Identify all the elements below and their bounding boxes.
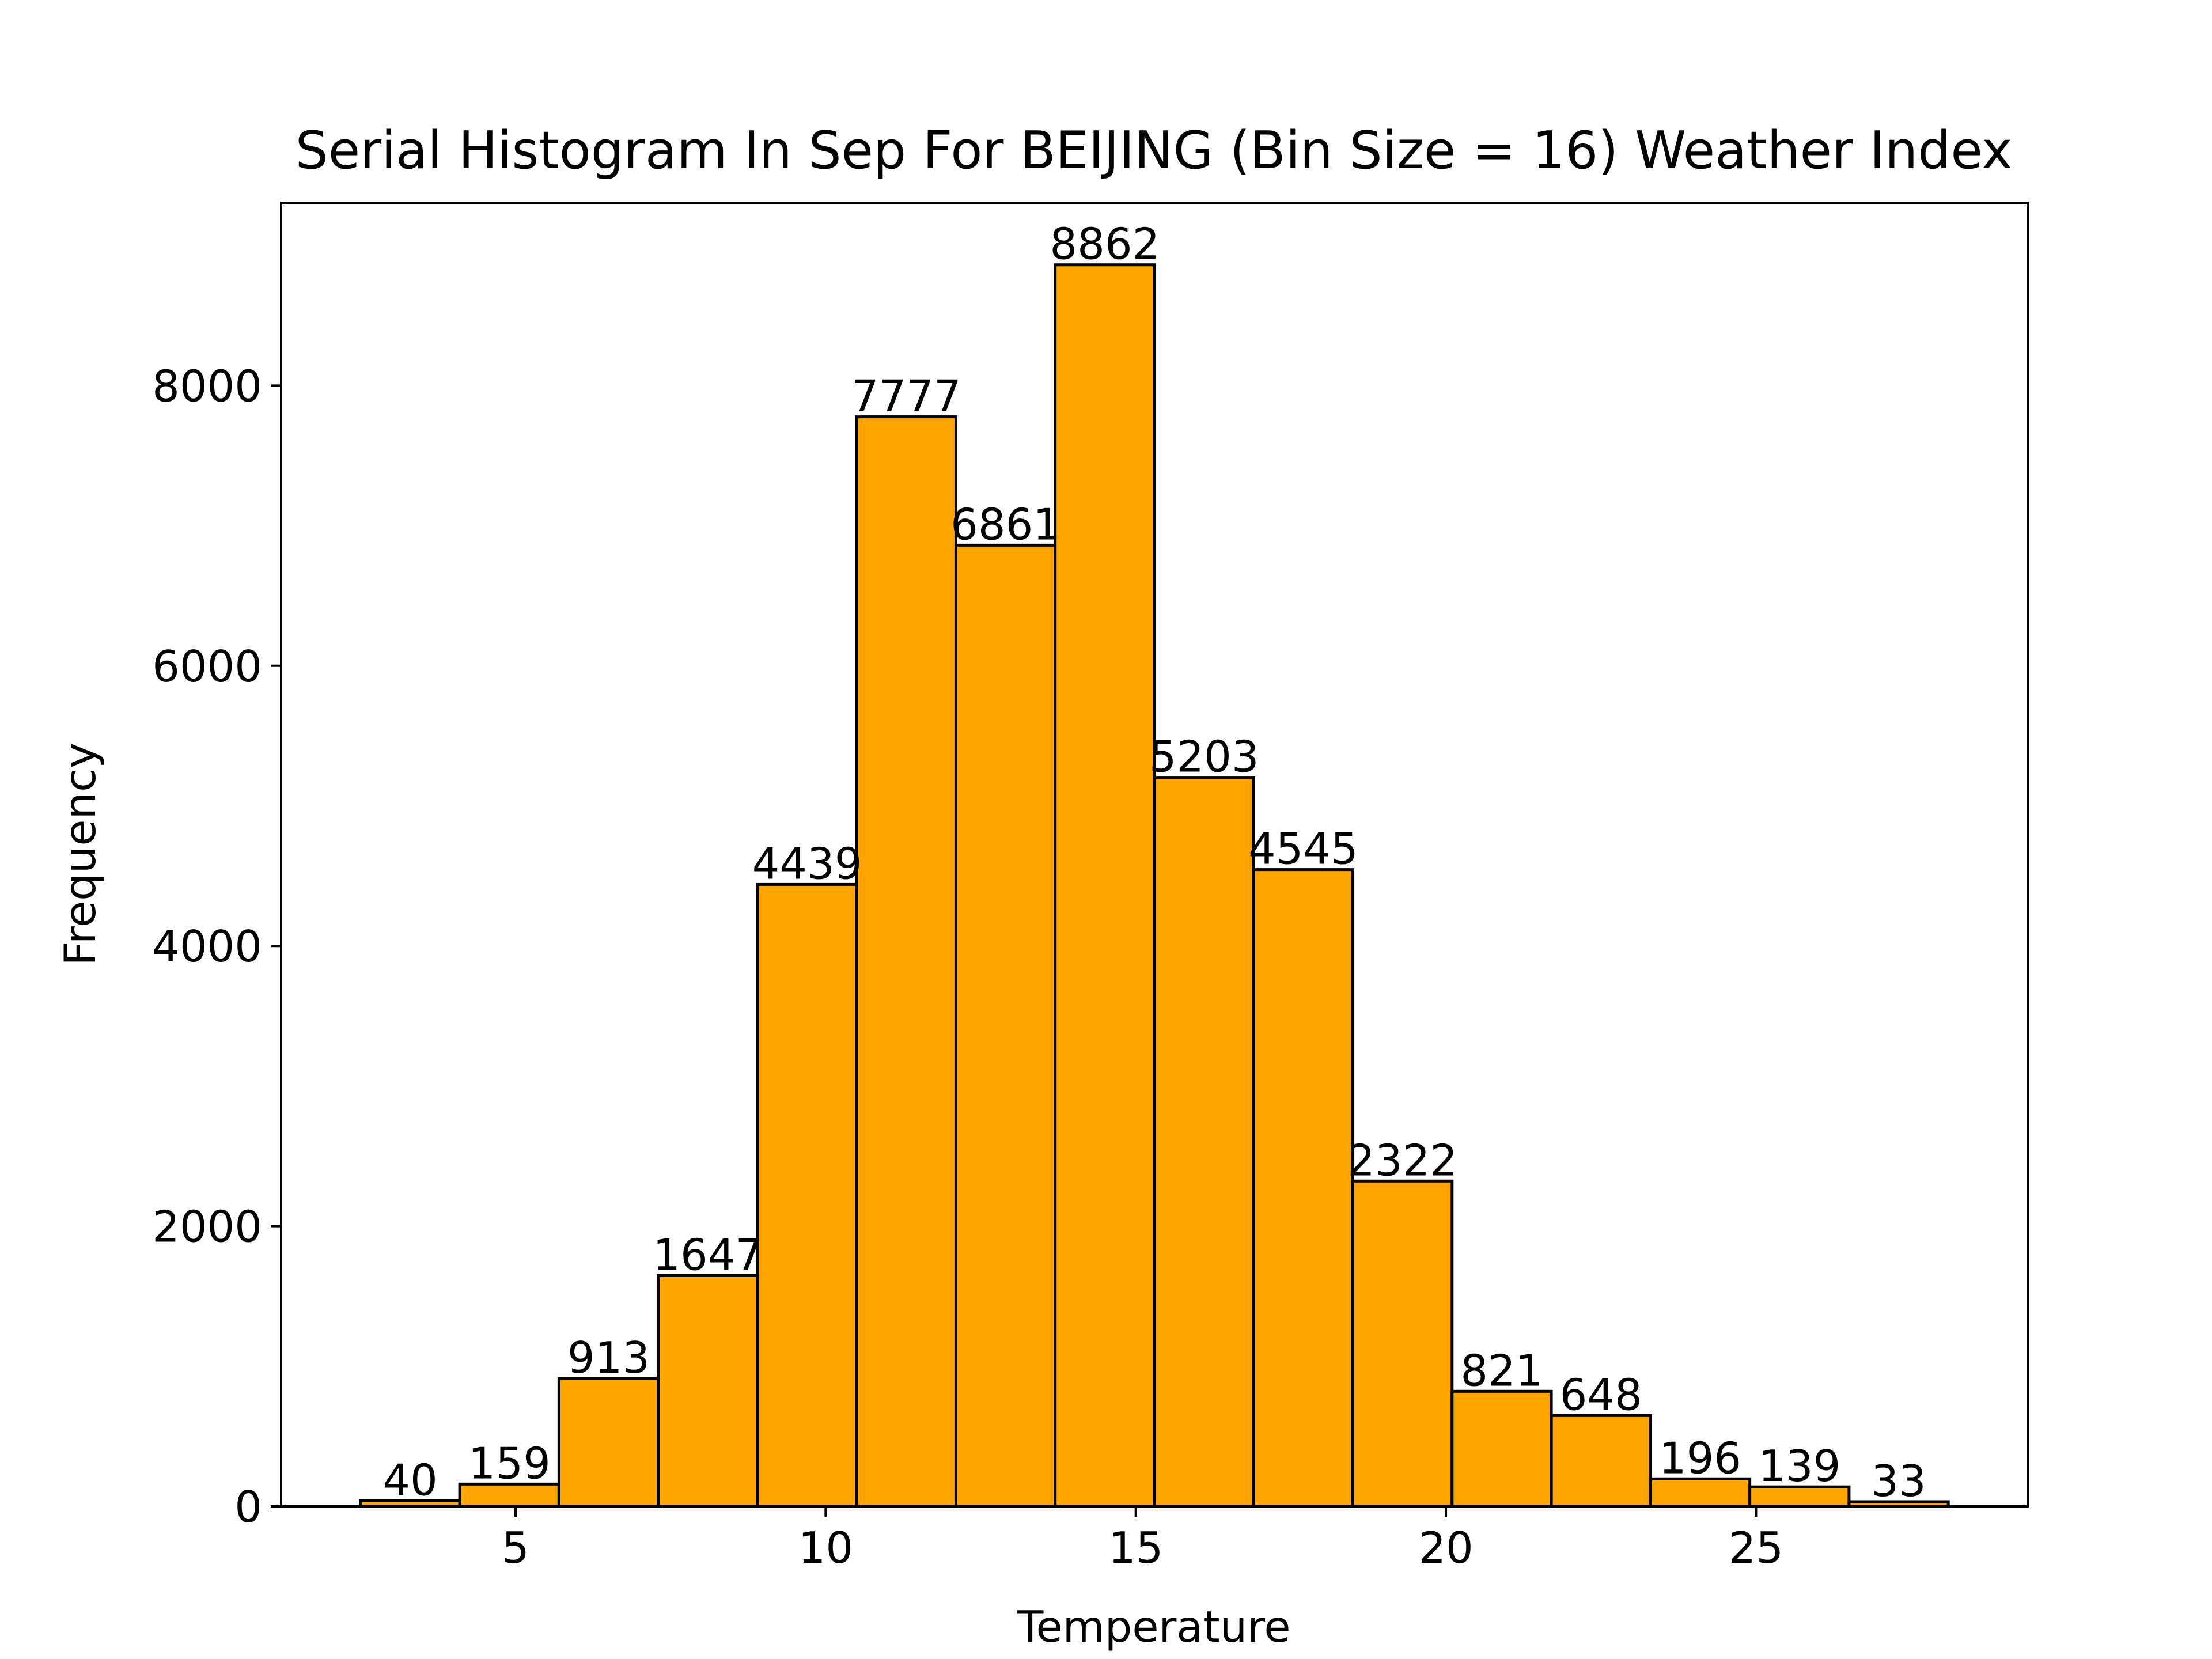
bar-value-label: 821 bbox=[1460, 1345, 1543, 1396]
y-tick-label: 0 bbox=[234, 1482, 262, 1532]
histogram-bar bbox=[855, 415, 957, 1508]
x-tick-label: 25 bbox=[1729, 1522, 1783, 1573]
bar-value-label: 4545 bbox=[1248, 824, 1358, 874]
plot-area-frame bbox=[280, 202, 2029, 1508]
bar-value-label: 33 bbox=[1871, 1456, 1926, 1506]
histogram-bar bbox=[1252, 868, 1355, 1508]
x-tick-label: 15 bbox=[1108, 1522, 1163, 1573]
histogram-bar bbox=[557, 1377, 660, 1508]
histogram-bar bbox=[1550, 1414, 1652, 1508]
chart-title: Serial Histogram In Sep For BEIJING (Bin… bbox=[296, 120, 2013, 181]
x-axis-ticks: 5 10 15 20 25 bbox=[502, 1506, 1783, 1573]
y-tick-label: 8000 bbox=[152, 361, 262, 411]
y-axis-label: Frequency bbox=[55, 743, 105, 965]
bar-value-label: 2322 bbox=[1347, 1135, 1457, 1185]
y-tick-label: 4000 bbox=[152, 921, 262, 972]
y-tick-label: 6000 bbox=[152, 641, 262, 692]
bar-value-label: 648 bbox=[1560, 1369, 1642, 1420]
histogram-bar bbox=[1748, 1485, 1851, 1508]
bar-value-label: 6861 bbox=[950, 499, 1060, 550]
bar-value-label: 159 bbox=[468, 1438, 551, 1488]
x-tick-label: 5 bbox=[502, 1522, 529, 1573]
bar-value-label: 5203 bbox=[1149, 732, 1259, 782]
bar-value-label: 913 bbox=[567, 1332, 650, 1383]
bars-layer bbox=[359, 263, 1950, 1508]
x-axis-label: Temperature bbox=[1016, 1601, 1290, 1652]
histogram-bar bbox=[954, 543, 1057, 1508]
bar-value-label: 8862 bbox=[1050, 219, 1160, 270]
x-tick-label: 10 bbox=[798, 1522, 853, 1573]
bar-value-label: 139 bbox=[1758, 1441, 1840, 1491]
bar-value-label: 4439 bbox=[752, 838, 862, 889]
bar-value-label: 40 bbox=[382, 1455, 437, 1505]
x-tick-label: 20 bbox=[1418, 1522, 1473, 1573]
y-tick-label: 2000 bbox=[152, 1202, 262, 1252]
bar-value-label: 1647 bbox=[653, 1229, 763, 1280]
bar-value-label: 196 bbox=[1659, 1433, 1741, 1483]
histogram-bar bbox=[1054, 263, 1156, 1508]
histogram-bar bbox=[1450, 1389, 1553, 1508]
histogram-bar bbox=[1351, 1179, 1454, 1508]
histogram-bar bbox=[756, 882, 858, 1508]
histogram-bar bbox=[1153, 776, 1255, 1508]
histogram-bar bbox=[657, 1274, 759, 1508]
bar-value-label: 7777 bbox=[851, 371, 961, 422]
bar-labels-layer: 40 159 913 1647 4439 7777 6861 8862 5203 4545 2322… bbox=[382, 219, 1926, 1506]
y-axis-ticks: 0 2000 4000 6000 8000 bbox=[152, 361, 281, 1532]
